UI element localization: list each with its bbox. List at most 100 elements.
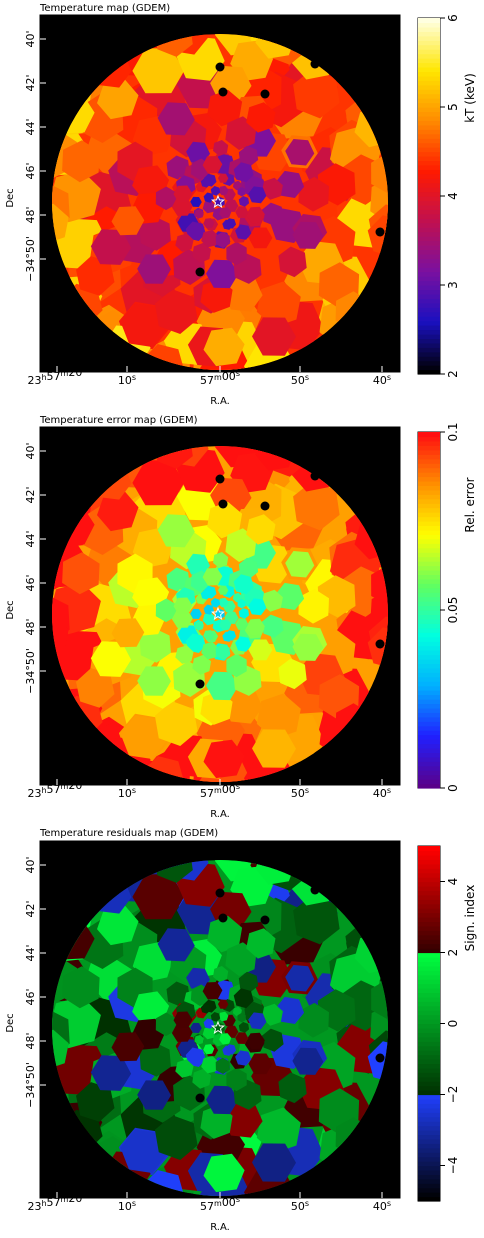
colorbar-swatch bbox=[418, 173, 440, 179]
voronoi-bin bbox=[225, 942, 257, 976]
colorbar-swatch bbox=[418, 89, 440, 95]
colorbar-tick-label: 0 bbox=[446, 1020, 460, 1028]
ra-tick-label: 50s bbox=[291, 1199, 309, 1213]
voronoi-bin bbox=[233, 162, 254, 183]
voronoi-bin bbox=[201, 229, 219, 248]
voronoi-bin bbox=[207, 501, 243, 539]
colorbar-swatch bbox=[418, 1023, 440, 1029]
colorbar-swatch bbox=[418, 934, 440, 940]
colorbar-swatch bbox=[418, 877, 440, 883]
masked-point-source bbox=[195, 1093, 205, 1103]
residuals-ra-ticks: 23h57m20s 10s 57m00s 50s 40s bbox=[27, 1191, 391, 1213]
masked-point-source bbox=[375, 639, 385, 649]
colorbar-swatch bbox=[418, 302, 440, 308]
voronoi-bin bbox=[275, 996, 305, 1024]
colorbar-swatch bbox=[418, 1125, 440, 1131]
temperature-y-axis-label: Dec bbox=[5, 188, 16, 207]
colorbar-swatch bbox=[418, 133, 440, 139]
colorbar-swatch bbox=[418, 1063, 440, 1069]
voronoi-bin bbox=[185, 221, 206, 241]
colorbar-swatch bbox=[418, 658, 440, 664]
colorbar-swatch bbox=[418, 739, 440, 745]
colorbar-swatch bbox=[418, 948, 440, 954]
colorbar-swatch bbox=[418, 930, 440, 936]
dec-tick-label: 40' bbox=[24, 856, 37, 873]
colorbar-swatch bbox=[418, 730, 440, 736]
colorbar-swatch bbox=[418, 565, 440, 571]
voronoi-bin bbox=[285, 139, 315, 166]
colorbar-swatch bbox=[418, 925, 440, 931]
colorbar-swatch bbox=[418, 614, 440, 620]
colorbar-swatch bbox=[418, 1161, 440, 1167]
colorbar-swatch bbox=[418, 191, 440, 197]
voronoi-bin bbox=[252, 1143, 296, 1182]
voronoi-bin bbox=[248, 639, 273, 661]
voronoi-bin bbox=[171, 609, 193, 628]
colorbar-swatch bbox=[418, 605, 440, 611]
colorbar-swatch bbox=[418, 1130, 440, 1136]
voronoi-bin bbox=[194, 209, 204, 219]
colorbar-swatch bbox=[418, 276, 440, 282]
masked-point-source bbox=[310, 885, 320, 895]
colorbar-swatch bbox=[418, 200, 440, 206]
voronoi-bin bbox=[261, 614, 284, 638]
masked-point-source bbox=[195, 267, 205, 277]
voronoi-bin bbox=[203, 739, 245, 779]
colorbar-swatch bbox=[418, 209, 440, 215]
colorbar-swatch bbox=[418, 650, 440, 656]
voronoi-bin bbox=[232, 592, 242, 603]
dec-tick-label: 40' bbox=[24, 442, 37, 459]
voronoi-bin bbox=[202, 1026, 216, 1040]
colorbar-swatch bbox=[418, 1036, 440, 1042]
colorbar-swatch bbox=[418, 774, 440, 780]
masked-point-source bbox=[218, 499, 228, 509]
colorbar-swatch bbox=[418, 956, 440, 962]
voronoi-bin bbox=[206, 1085, 239, 1115]
colorbar-swatch bbox=[418, 761, 440, 767]
colorbar-swatch bbox=[418, 903, 440, 909]
colorbar-swatch bbox=[418, 244, 440, 250]
colorbar-swatch bbox=[418, 1165, 440, 1171]
voronoi-bin bbox=[90, 229, 132, 265]
dec-tick-label: −34°50' bbox=[24, 236, 37, 282]
colorbar-swatch bbox=[418, 320, 440, 326]
voronoi-bin bbox=[236, 1032, 248, 1043]
voronoi-bin bbox=[97, 79, 139, 120]
colorbar-swatch bbox=[418, 213, 440, 219]
ra-tick-label: 23h57m20s bbox=[27, 1191, 86, 1213]
error-colorbar-label: Rel. error bbox=[463, 477, 477, 532]
voronoi-bin bbox=[173, 1011, 193, 1029]
temperature-panel: Temperature map (GDEM) R.A. Dec 23h57m20… bbox=[5, 3, 477, 407]
voronoi-bin bbox=[201, 641, 219, 660]
voronoi-bin bbox=[190, 196, 202, 207]
colorbar-swatch bbox=[418, 1072, 440, 1078]
voronoi-bin bbox=[371, 978, 388, 1021]
colorbar-swatch bbox=[418, 124, 440, 130]
colorbar-swatch bbox=[418, 1090, 440, 1096]
residuals-colorbar: −4 −2 0 2 4 bbox=[418, 846, 460, 1202]
voronoi-bin bbox=[278, 658, 307, 690]
ra-tick-label: 57m00s bbox=[200, 369, 240, 387]
colorbar-swatch bbox=[418, 779, 440, 785]
colorbar-swatch bbox=[418, 952, 440, 958]
voronoi-bin bbox=[237, 1012, 246, 1023]
voronoi-bin bbox=[203, 630, 215, 641]
ra-tick-label: 57m00s bbox=[200, 782, 240, 800]
voronoi-bin bbox=[222, 1100, 263, 1138]
colorbar-swatch bbox=[418, 285, 440, 291]
ra-tick-label: 40s bbox=[373, 786, 391, 800]
voronoi-bin bbox=[166, 981, 190, 1007]
voronoi-bin bbox=[132, 874, 185, 920]
colorbar-swatch bbox=[418, 1094, 440, 1100]
voronoi-bin bbox=[52, 615, 69, 656]
cluster-centre-star bbox=[211, 194, 225, 209]
colorbar-swatch bbox=[418, 725, 440, 731]
colorbar-swatch bbox=[418, 178, 440, 184]
voronoi-bin bbox=[225, 218, 237, 229]
colorbar-swatch bbox=[418, 347, 440, 353]
voronoi-bin bbox=[206, 671, 239, 701]
voronoi-bin bbox=[90, 641, 132, 677]
colorbar-swatch bbox=[418, 525, 440, 531]
residuals-panel-title: Temperature residuals map (GDEM) bbox=[39, 828, 218, 839]
colorbar-swatch bbox=[418, 169, 440, 175]
